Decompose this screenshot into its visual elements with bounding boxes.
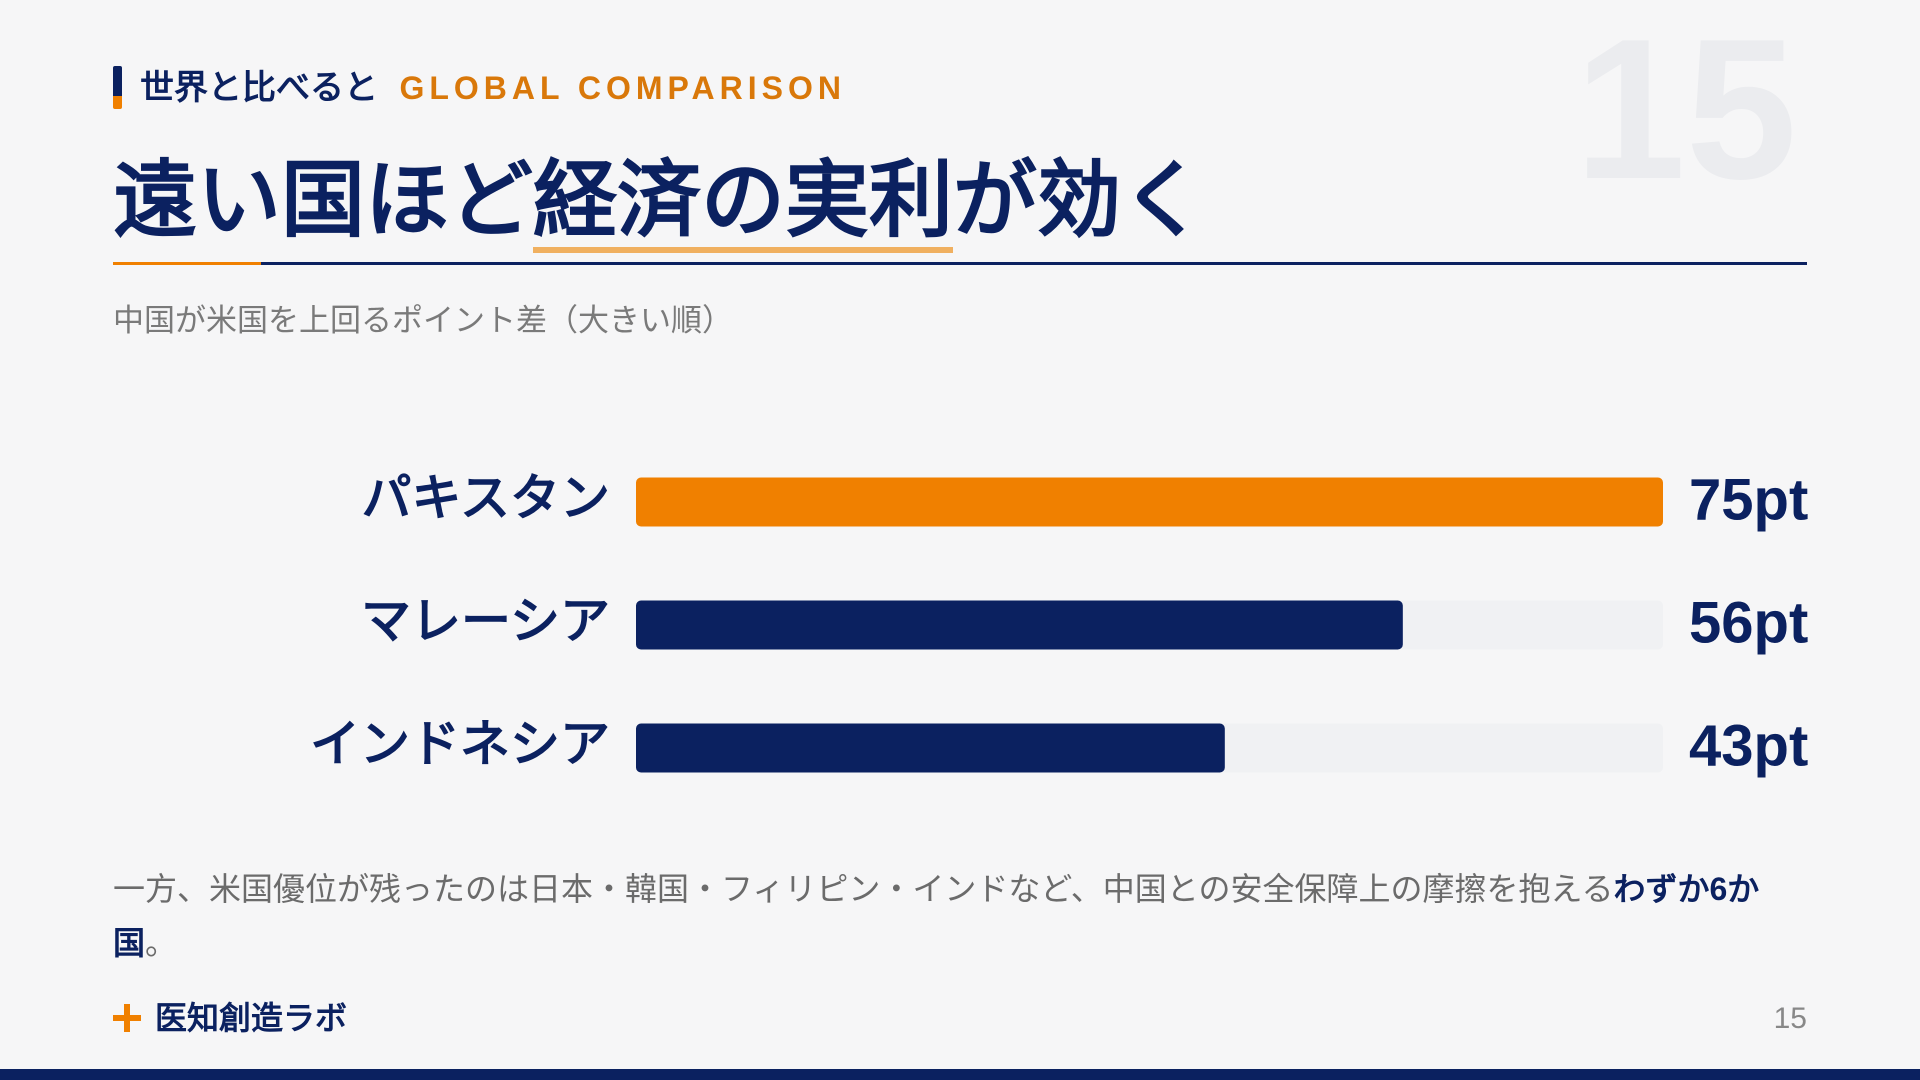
title-rule-accent [113,262,261,265]
bar [636,723,1225,773]
header-accent [113,66,122,109]
note-text: 。 [145,925,178,961]
title-part: が効く [953,153,1206,247]
header-label: 世界と比べると GLOBAL COMPARISON [140,66,846,110]
note-text: 一方、米国優位が残ったのは日本・韓国・フィリピン・インドなど、中国との安全保障上… [113,871,1614,907]
title-highlight: 経済の実利 [533,153,954,253]
bar [636,600,1403,650]
category-label: パキスタン [362,470,611,526]
value-label: 43pt [1689,713,1808,778]
header-label-en: GLOBAL COMPARISON [399,70,846,106]
title: 遠い国ほど経済の実利が効く [113,150,1206,253]
value-label: 75pt [1689,467,1808,532]
footer-page: 15 [1773,1002,1807,1035]
category-label: マレーシア [361,593,610,649]
note: 一方、米国優位が残ったのは日本・韓国・フィリピン・インドなど、中国との安全保障上… [113,862,1813,970]
bottom-bar [0,1069,1920,1080]
category-label: インドネシア [310,716,610,772]
title-part: 遠い国ほど [113,153,534,247]
chart-subtitle: 中国が米国を上回るポイント差（大きい順） [113,303,733,338]
note-emphasis: わずか6か国 [113,871,1760,961]
bar [636,477,1663,527]
header-label-jp: 世界と比べると [140,69,378,107]
footer-brand: 医知創造ラボ [155,1000,348,1036]
page-watermark: 15 [1574,0,1797,221]
footer-plus [113,1004,141,1032]
title-rule [113,262,1807,265]
value-label: 56pt [1689,590,1808,655]
